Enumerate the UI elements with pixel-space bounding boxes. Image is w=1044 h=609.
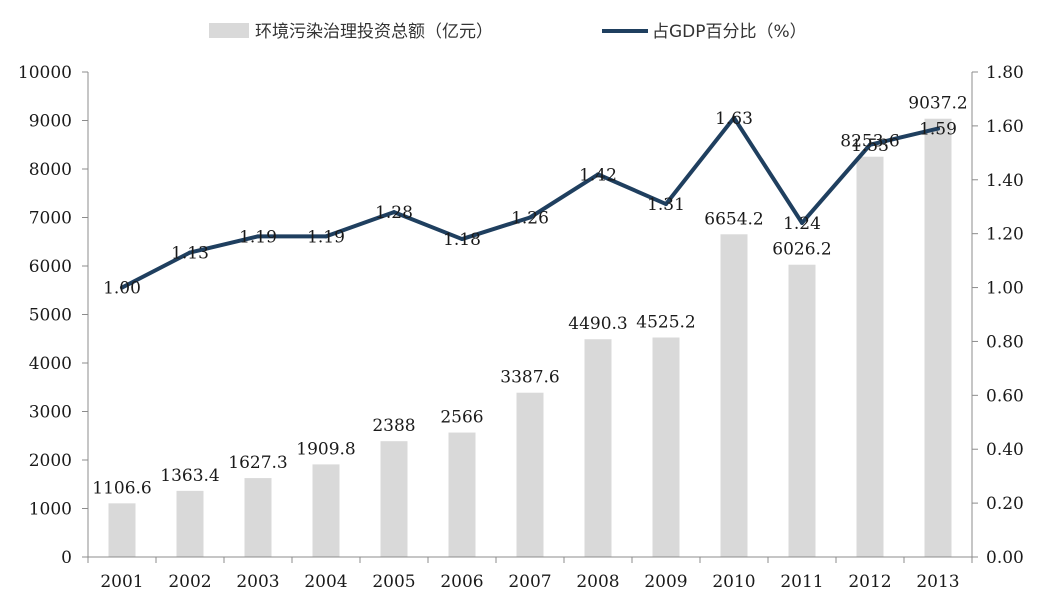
bar-2009 xyxy=(652,337,680,557)
gdp-share-line xyxy=(120,115,940,290)
bar-2011 xyxy=(788,264,816,557)
line-value-label-2004: 1.19 xyxy=(307,227,345,247)
bar-2007 xyxy=(516,392,544,557)
bar-value-label-2005: 2388 xyxy=(372,416,415,436)
bar-2013 xyxy=(924,118,952,557)
gdp-share-point-2010 xyxy=(732,115,736,120)
bar-value-label-2003: 1627.3 xyxy=(228,453,287,473)
legend-label-gdp-share: 占GDP百分比（%） xyxy=(652,22,807,42)
x-tick-label-2002: 2002 xyxy=(168,572,211,592)
y-left-tick-label: 2000 xyxy=(29,451,72,471)
gdp-share-point-2002 xyxy=(188,250,192,255)
line-value-label-2009: 1.31 xyxy=(647,195,685,215)
x-tick-label-2008: 2008 xyxy=(576,572,619,592)
y-right-tick-label: 0.00 xyxy=(986,548,1024,568)
y-left-tick-label: 9000 xyxy=(29,112,72,132)
gdp-share-point-2001 xyxy=(120,285,124,290)
bar-2006 xyxy=(448,432,476,557)
y-left-tick-label: 5000 xyxy=(29,306,72,326)
y-right-tick-label: 1.20 xyxy=(986,225,1024,245)
gdp-share-point-2011 xyxy=(800,220,804,225)
x-tick-label-2011: 2011 xyxy=(780,572,823,592)
y-right-tick-label: 1.60 xyxy=(986,117,1024,137)
line-value-label-2010: 1.63 xyxy=(715,109,753,129)
legend: 环境污染治理投资总额（亿元） 占GDP百分比（%） xyxy=(209,22,807,42)
data-labels: 1106.6 1363.4 1627.3 1909.8 2388 2566 3387.6 44… xyxy=(92,94,967,499)
x-tick-label-2010: 2010 xyxy=(712,572,755,592)
y-right-tick-label: 0.20 xyxy=(986,494,1024,514)
bar-value-label-2001: 1106.6 xyxy=(92,478,151,498)
line-value-label-2013: 1.59 xyxy=(919,120,957,140)
x-tick-label-2007: 2007 xyxy=(508,572,551,592)
y-left-tick-label: 7000 xyxy=(29,209,72,229)
x-tick-label-2006: 2006 xyxy=(440,572,483,592)
bar-value-label-2008: 4490.3 xyxy=(568,314,627,334)
y-right-tick-label: 0.40 xyxy=(986,440,1024,460)
bar-2003 xyxy=(244,478,272,557)
bar-series xyxy=(108,118,952,558)
bar-2010 xyxy=(720,234,748,557)
x-tick-label-2004: 2004 xyxy=(304,572,347,592)
y-left-tick-label: 1000 xyxy=(29,500,72,520)
x-tick-label-2005: 2005 xyxy=(372,572,415,592)
bar-value-label-2013: 9037.2 xyxy=(908,94,967,114)
gdp-share-point-2008 xyxy=(596,172,600,177)
bar-value-label-2006: 2566 xyxy=(440,408,483,428)
gdp-share-point-2003 xyxy=(256,234,260,239)
bar-value-label-2012: 8253.6 xyxy=(840,132,899,152)
gdp-share-point-2007 xyxy=(528,215,532,220)
line-value-label-2007: 1.26 xyxy=(511,209,549,229)
y-left-tick-label: 10000 xyxy=(18,63,72,83)
bar-value-label-2007: 3387.6 xyxy=(500,368,559,388)
legend-label-investment: 环境污染治理投资总额（亿元） xyxy=(255,22,493,42)
bar-2004 xyxy=(312,464,340,557)
line-value-label-2006: 1.18 xyxy=(443,230,481,250)
gdp-share-point-2013 xyxy=(936,126,940,131)
bar-2012 xyxy=(856,156,884,558)
line-value-label-2001: 1.00 xyxy=(103,279,141,299)
bar-value-label-2004: 1909.8 xyxy=(296,439,355,459)
y-left-tick-label: 3000 xyxy=(29,403,72,423)
y-left-tick-label: 0 xyxy=(61,548,72,568)
gdp-share-point-2012 xyxy=(868,142,872,147)
x-tick-label-2013: 2013 xyxy=(916,572,959,592)
line-value-label-2003: 1.19 xyxy=(239,227,277,247)
y-left-tick-label: 4000 xyxy=(29,354,72,374)
legend-swatch-bar xyxy=(209,23,249,38)
bar-2001 xyxy=(108,503,136,557)
line-series xyxy=(120,115,940,290)
line-value-label-2005: 1.28 xyxy=(375,203,413,223)
y-left-tick-label: 6000 xyxy=(29,257,72,277)
bar-value-label-2002: 1363.4 xyxy=(160,466,219,486)
y-left-tick-label: 8000 xyxy=(29,160,72,180)
y-right-tick-label: 0.80 xyxy=(986,332,1024,352)
line-value-label-2011: 1.24 xyxy=(783,214,821,234)
bar-value-label-2010: 6654.2 xyxy=(704,209,763,229)
gdp-share-point-2005 xyxy=(392,210,396,215)
bar-2002 xyxy=(176,490,204,557)
x-tick-label-2003: 2003 xyxy=(236,572,279,592)
gdp-share-point-2006 xyxy=(460,237,464,242)
x-tick-label-2001: 2001 xyxy=(100,572,143,592)
x-tick-label-2009: 2009 xyxy=(644,572,687,592)
y-right-tick-label: 1.00 xyxy=(986,279,1024,299)
bar-value-label-2011: 6026.2 xyxy=(772,240,831,260)
gdp-share-point-2009 xyxy=(664,202,668,207)
line-value-label-2008: 1.42 xyxy=(579,165,617,185)
y-right-tick-label: 1.40 xyxy=(986,171,1024,191)
x-tick-label-2012: 2012 xyxy=(848,572,891,592)
bar-2005 xyxy=(380,441,408,557)
bar-2008 xyxy=(584,339,612,557)
bar-value-label-2009: 4525.2 xyxy=(636,313,695,333)
line-value-label-2012: 1.53 xyxy=(851,136,889,156)
axes: 0 1000 2000 3000 4000 5000 6000 7000 8000 9000 100… xyxy=(18,63,1024,592)
y-right-tick-label: 0.60 xyxy=(986,386,1024,406)
line-value-label-2002: 1.13 xyxy=(171,244,209,264)
gdp-share-point-2004 xyxy=(324,234,328,239)
y-right-tick-label: 1.80 xyxy=(986,63,1024,83)
